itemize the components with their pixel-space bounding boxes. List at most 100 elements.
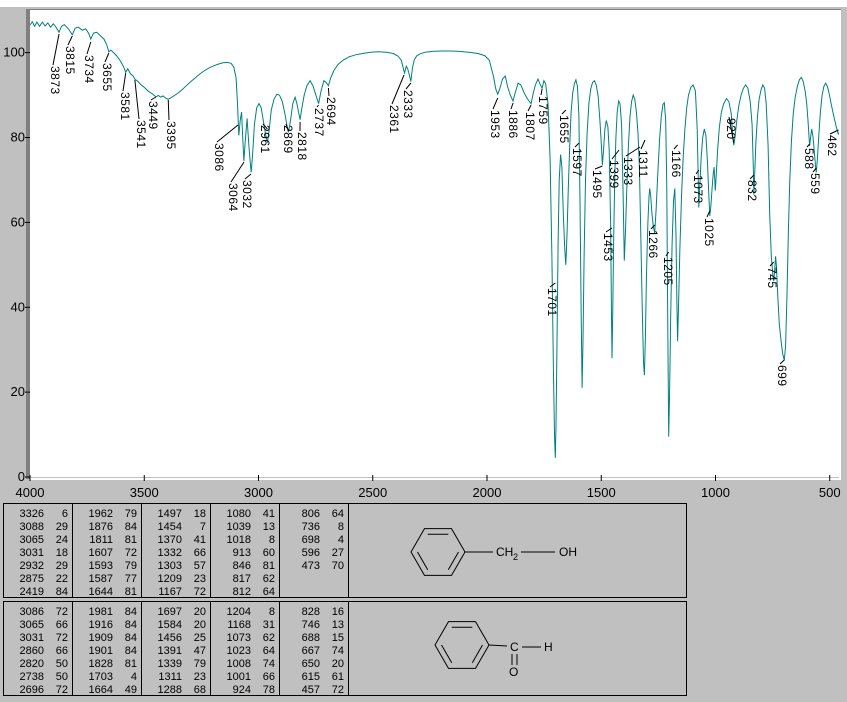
peak-wavenumber-value: 1073 [226,632,251,644]
peak-transmittance-value: 66 [262,671,275,683]
peak-transmittance-value: 79 [193,658,206,670]
peak-wavenumber-value: 1008 [226,658,251,670]
peak-wavenumber-label: 462 [825,135,839,157]
double-bond [441,644,453,664]
peak-transmittance-value: 81 [124,586,137,598]
peak-wavenumber-value: 1080 [226,508,251,520]
peak-leader-line [167,99,170,121]
benzyl-alcohol-structure: CH 2 OH [349,504,689,597]
peak-leader-line [574,142,580,148]
peak-leader-line [67,35,73,46]
peak-table-row: 650 20 [280,658,348,671]
peak-wavenumber-value: 1391 [157,645,182,657]
peak-wavenumber-value: 1167 [158,586,182,598]
peak-wavenumber-value: 698 [301,534,320,546]
x-axis-tick-label: 3500 [130,485,159,500]
carbonyl-c-label: C [510,640,519,654]
peak-wavenumber-label: 1453 [601,233,615,262]
peak-wavenumber-label: 1886 [506,110,520,139]
peak-table-row: 1644 81 [73,586,141,599]
peak-wavenumber-value: 1311 [158,671,182,683]
peak-table-row: 2860 66 [4,645,72,658]
peak-leader-line [605,227,613,233]
peak-table-row: 3065 24 [4,534,72,547]
peak-wavenumber-value: 746 [301,619,320,631]
peak-wavenumber-value: 1587 [88,573,113,585]
peak-wavenumber-label: 2737 [312,108,326,137]
peak-transmittance-value: 8 [268,606,275,618]
peak-table-benzyl-alcohol: 3326 6 3088 29 3065 24 3031 18 2932 29 2875 22 2419 8… [3,503,687,598]
peak-table-row: 1703 4 [73,671,141,684]
y-axis-tick-label: 100 [3,45,25,60]
peak-leader-line [749,174,755,180]
axis-ticks-group: 4000 3500 3000 2500 2000 1500 1000 500 0 20 40 60 80… [3,45,840,500]
aldehyde-h-label: H [544,640,553,654]
peak-transmittance-value: 41 [262,508,275,520]
peak-leader-line [611,149,620,160]
peak-wavenumber-label: 2361 [387,105,401,134]
peak-transmittance-value: 15 [331,632,344,644]
peak-table-row: 1497 18 [142,508,210,521]
peak-transmittance-value: 74 [262,658,275,670]
peak-transmittance-value: 20 [193,606,206,618]
peak-wavenumber-value: 1039 [226,521,251,533]
peak-table-benzaldehyde: 3086 72 3065 66 3031 72 2860 66 2820 50 2738 50 2696… [3,601,687,696]
peak-wavenumber-label: 3815 [63,46,77,75]
peak-wavenumber-value: 3031 [19,547,44,559]
peak-table-row: 2875 22 [4,573,72,586]
peak-transmittance-value: 74 [331,645,344,657]
peak-transmittance-value: 4 [130,671,137,683]
window-top-highlight [0,0,847,7]
peak-wavenumber-value: 2820 [19,658,44,670]
peak-leader-line [216,124,239,143]
peak-wavenumber-value: 2419 [19,586,44,598]
peak-transmittance-value: 68 [193,684,206,696]
peak-table-row: 3031 18 [4,547,72,560]
peak-table-column: 1080 41 1039 13 1018 8 913 60 846 81 817 62 812 64 [211,504,280,598]
peak-wavenumber-label: 3734 [82,55,96,84]
peak-table-row: 596 27 [280,547,348,560]
peak-wavenumber-value: 1981 [88,606,113,618]
peak-wavenumber-label: 832 [745,180,759,202]
peak-table-column: 1981 84 1916 84 1909 84 1901 84 1828 81 1703 4 1664 4… [73,602,142,697]
peak-wavenumber-label: 1025 [702,218,716,247]
peak-wavenumber-value: 1703 [88,671,113,683]
peak-leader-line [527,104,532,112]
peak-table-row: 1607 72 [73,547,141,560]
peak-wavenumber-label: 3064 [226,183,240,212]
spectrum-curve-group [30,20,839,458]
peak-wavenumber-label: 2694 [324,97,338,126]
peak-wavenumber-value: 1001 [226,671,251,683]
peak-transmittance-value: 72 [331,684,344,696]
peak-table-row: 1811 81 [73,534,141,547]
peak-table-column: 1497 18 1454 7 1370 41 1332 66 1303 57 1209 23 1167 7… [142,504,211,598]
peak-table-row: 1664 49 [73,684,141,697]
peak-transmittance-value: 18 [193,508,206,520]
peak-wavenumber-label: 699 [775,365,789,387]
peak-table-row: 806 64 [280,508,348,521]
peak-wavenumber-value: 1607 [88,547,113,559]
peak-wavenumber-label: 3032 [240,180,254,209]
peak-wavenumber-value: 1497 [157,508,182,520]
peak-wavenumber-label: 3086 [212,143,226,172]
peak-leader-line [561,109,567,115]
peak-wavenumber-label: 3873 [48,66,62,95]
peak-wavenumber-label: 1807 [523,112,537,141]
peak-wavenumber-value: 1168 [227,619,251,631]
peak-wavenumber-value: 1456 [157,632,182,644]
peak-leader-line [405,82,412,90]
peak-table-column: 828 16 746 13 688 15 667 74 650 20 615 61 457 72 [280,602,349,696]
peak-transmittance-value: 84 [124,521,137,533]
peak-leader-line [665,251,670,257]
peak-wavenumber-value: 1909 [88,632,113,644]
peak-table-column: 1962 79 1876 84 1811 81 1607 72 1593 79 1587 77 1644… [73,504,142,599]
peak-leader-line [769,261,775,267]
peak-table-row: 1584 20 [142,619,210,632]
peak-transmittance-value: 50 [55,658,68,670]
peak-leader-line [150,96,157,101]
peak-wavenumber-label: 1266 [646,230,660,259]
peak-wavenumber-value: 924 [232,684,251,696]
peak-table-row: 1303 57 [142,560,210,573]
peak-transmittance-value: 81 [124,658,137,670]
peak-transmittance-value: 84 [124,632,137,644]
